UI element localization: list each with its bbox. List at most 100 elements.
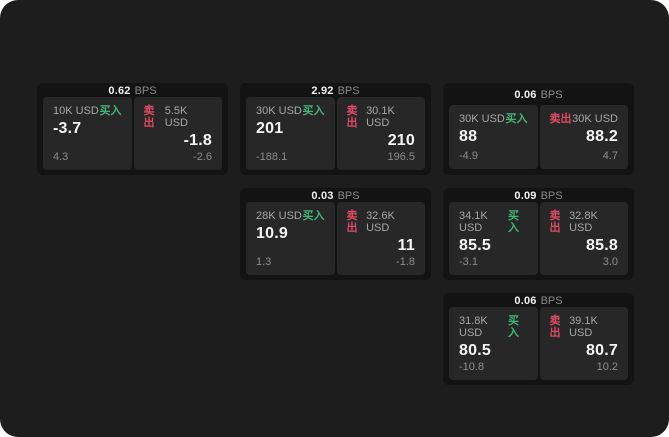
buy-size-label: 10K USD <box>53 105 99 117</box>
sell-price: 88.2 <box>586 128 618 146</box>
sell-side-label: 卖出 <box>549 210 561 235</box>
bps-unit-label: BPS <box>540 89 563 101</box>
quote-card: 0.03 BPS 28K USD 买入 10.9 1.3 卖出 32.6K US… <box>240 188 431 280</box>
buy-side-label: 买入 <box>302 105 325 117</box>
buy-sub-value: 4.3 <box>53 150 69 163</box>
sell-price: 80.7 <box>586 342 618 360</box>
sell-panel[interactable]: 卖出 30.1K USD 210 196.5 <box>336 97 425 170</box>
sell-sub-value: 4.7 <box>602 150 618 162</box>
buy-side-label: 买入 <box>99 105 122 117</box>
buy-panel[interactable]: 30K USD 买入 201 -188.1 <box>246 97 335 170</box>
buy-panel[interactable]: 31.8K USD 买入 80.5 -10.8 <box>449 307 538 380</box>
sell-panel-top: 卖出 32.6K USD <box>347 210 416 234</box>
buy-price: 85.5 <box>459 237 491 255</box>
sell-size-label: 32.6K USD <box>366 210 395 235</box>
price-panels: 31.8K USD 买入 80.5 -10.8 卖出 39.1K USD 80.… <box>449 307 628 380</box>
buy-size-label: 31.8K USD <box>459 315 488 340</box>
sell-panel-top: 卖出 30.1K USD <box>347 105 416 129</box>
price-panels: 10K USD 买入 -3.7 4.3 卖出 5.5K USD -1.8 -2.… <box>43 97 222 170</box>
buy-sub-value: -3.1 <box>459 255 478 268</box>
sell-panel[interactable]: 卖出 39.1K USD 80.7 10.2 <box>539 307 628 380</box>
buy-panel[interactable]: 30K USD 买入 88 -4.9 <box>449 105 538 169</box>
buy-side-label: 买入 <box>505 113 528 125</box>
sell-price: 11 <box>397 237 415 255</box>
buy-sub-value: -4.9 <box>459 150 478 162</box>
sell-side-label: 卖出 <box>346 210 358 235</box>
buy-panel-top: 30K USD 买入 <box>459 113 528 125</box>
buy-price: 10.9 <box>256 225 288 243</box>
card-header: 0.03 BPS <box>240 188 431 202</box>
bps-value: 0.62 <box>108 85 131 97</box>
buy-price: -3.7 <box>53 120 82 138</box>
buy-size-label: 30K USD <box>256 105 302 117</box>
quote-card: 0.09 BPS 34.1K USD 买入 85.5 -3.1 卖出 32.8K… <box>443 188 634 280</box>
buy-panel-top: 34.1K USD 买入 <box>459 210 528 234</box>
card-header: 0.06 BPS <box>443 83 634 105</box>
buy-price: 201 <box>256 120 284 138</box>
card-header: 0.09 BPS <box>443 188 634 202</box>
sell-panel-top: 卖出 5.5K USD <box>144 105 213 129</box>
sell-panel[interactable]: 卖出 5.5K USD -1.8 -2.6 <box>133 97 222 170</box>
bps-value: 0.06 <box>514 295 537 307</box>
bps-value: 0.03 <box>311 190 334 202</box>
buy-panel-top: 10K USD 买入 <box>53 105 122 117</box>
buy-price: 88 <box>459 128 478 146</box>
bps-unit-label: BPS <box>540 190 563 202</box>
bps-unit-label: BPS <box>337 190 360 202</box>
sell-side-label: 卖出 <box>549 113 572 125</box>
sell-size-label: 39.1K USD <box>569 315 598 340</box>
sell-side-label: 卖出 <box>143 105 155 130</box>
price-panels: 30K USD 买入 88 -4.9 卖出 30K USD 88.2 4.7 <box>449 105 628 169</box>
card-header: 0.62 BPS <box>37 83 228 97</box>
sell-sub-value: -1.8 <box>396 255 415 268</box>
buy-side-label: 买入 <box>302 210 325 222</box>
buy-panel[interactable]: 28K USD 买入 10.9 1.3 <box>246 202 335 275</box>
sell-sub-value: -2.6 <box>193 150 212 163</box>
quote-card: 2.92 BPS 30K USD 买入 201 -188.1 卖出 30.1K … <box>240 83 431 175</box>
sell-side-label: 卖出 <box>346 105 358 130</box>
price-panels: 28K USD 买入 10.9 1.3 卖出 32.6K USD 11 -1.8 <box>246 202 425 275</box>
sell-price: -1.8 <box>183 132 212 150</box>
bps-unit-label: BPS <box>134 85 157 97</box>
sell-panel[interactable]: 卖出 32.8K USD 85.8 3.0 <box>539 202 628 275</box>
buy-panel-top: 30K USD 买入 <box>256 105 325 117</box>
sell-panel[interactable]: 卖出 30K USD 88.2 4.7 <box>539 105 628 169</box>
buy-panel[interactable]: 10K USD 买入 -3.7 4.3 <box>43 97 132 170</box>
bps-value: 0.09 <box>514 190 537 202</box>
sell-size-label: 30K USD <box>572 113 618 125</box>
card-header: 2.92 BPS <box>240 83 431 97</box>
quote-card: 0.62 BPS 10K USD 买入 -3.7 4.3 卖出 5.5K USD… <box>37 83 228 175</box>
bps-unit-label: BPS <box>337 85 360 97</box>
sell-panel-top: 卖出 30K USD <box>550 113 619 125</box>
quote-card: 0.06 BPS 31.8K USD 买入 80.5 -10.8 卖出 39.1… <box>443 293 634 385</box>
sell-size-label: 32.8K USD <box>569 210 598 235</box>
sell-sub-value: 196.5 <box>387 150 415 163</box>
buy-size-label: 34.1K USD <box>459 210 488 235</box>
buy-panel[interactable]: 34.1K USD 买入 85.5 -3.1 <box>449 202 538 275</box>
sell-size-label: 5.5K USD <box>164 105 188 130</box>
buy-sub-value: -10.8 <box>459 360 485 373</box>
buy-sub-value: -188.1 <box>256 150 288 163</box>
buy-side-label: 买入 <box>507 315 519 340</box>
buy-panel-top: 31.8K USD 买入 <box>459 315 528 339</box>
bps-value: 0.06 <box>514 89 537 101</box>
quote-card-grid: 0.62 BPS 10K USD 买入 -3.7 4.3 卖出 5.5K USD… <box>37 83 634 385</box>
buy-price: 80.5 <box>459 342 491 360</box>
bps-unit-label: BPS <box>540 295 563 307</box>
buy-panel-top: 28K USD 买入 <box>256 210 325 222</box>
buy-sub-value: 1.3 <box>256 255 272 268</box>
buy-size-label: 30K USD <box>459 113 505 125</box>
sell-side-label: 卖出 <box>549 315 561 340</box>
buy-size-label: 28K USD <box>256 210 302 222</box>
price-panels: 30K USD 买入 201 -188.1 卖出 30.1K USD 210 1… <box>246 97 425 170</box>
card-header: 0.06 BPS <box>443 293 634 307</box>
sell-panel-top: 卖出 39.1K USD <box>550 315 619 339</box>
sell-size-label: 30.1K USD <box>366 105 395 130</box>
quote-card: 0.06 BPS 30K USD 买入 88 -4.9 卖出 30K USD 8… <box>443 83 634 175</box>
sell-sub-value: 3.0 <box>602 255 618 268</box>
sell-sub-value: 10.2 <box>596 360 618 373</box>
sell-panel[interactable]: 卖出 32.6K USD 11 -1.8 <box>336 202 425 275</box>
sell-price: 85.8 <box>586 237 618 255</box>
price-panels: 34.1K USD 买入 85.5 -3.1 卖出 32.8K USD 85.8… <box>449 202 628 275</box>
